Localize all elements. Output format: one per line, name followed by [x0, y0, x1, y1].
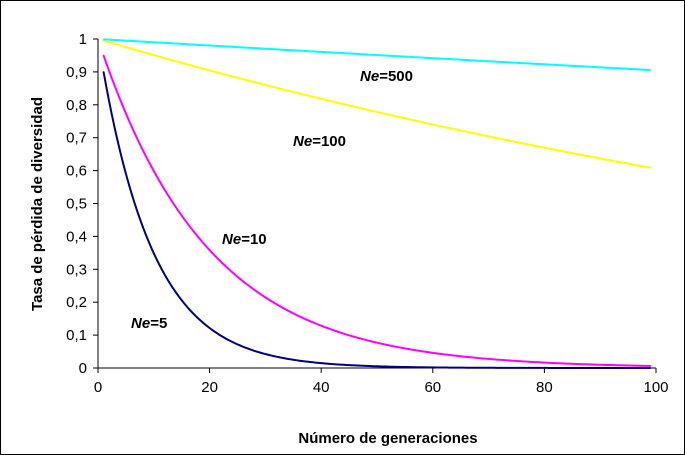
data-point-ne-10 [292, 312, 295, 315]
y-tick-label: 0,2 [66, 294, 87, 311]
axes: 0 0,1 0,2 0,3 0,4 0,5 0,6 0,7 0,8 0,9 1 0 20 40 60 80 10… [66, 31, 668, 396]
series-label-ne-5: Ne=5 [131, 315, 167, 332]
y-tick-label: 0,6 [66, 163, 87, 180]
data-point-ne-5 [153, 252, 155, 254]
data-point-ne-500 [208, 44, 211, 47]
data-point-ne-5 [348, 364, 350, 366]
series-label-ne-100: Ne=100 [293, 133, 346, 150]
data-point-ne-100 [264, 83, 267, 86]
data-point-ne-500 [376, 54, 378, 56]
data-point-ne-100 [487, 135, 490, 138]
data-point-ne-500 [487, 60, 490, 63]
data-point-ne-10 [543, 361, 546, 364]
data-point-ne-500 [432, 57, 434, 59]
data-point-ne-100 [543, 146, 546, 149]
data-point-ne-5 [208, 327, 211, 329]
data-point-ne-5 [376, 365, 378, 368]
y-axis-title: Tasa de pérdida de diversidad [29, 97, 46, 311]
data-point-ne-500 [264, 48, 267, 50]
series-layer [102, 38, 652, 369]
data-point-ne-5 [102, 71, 105, 73]
y-tick-label: 0,4 [66, 228, 87, 245]
y-tick-label: 0,1 [66, 327, 87, 344]
y-tick-label: 0,9 [66, 64, 87, 81]
x-tick-label: 0 [94, 379, 102, 396]
data-point-ne-5 [264, 353, 267, 355]
data-point-ne-10 [125, 112, 127, 115]
data-point-ne-10 [649, 365, 652, 367]
data-point-ne-10 [236, 276, 239, 278]
data-point-ne-10 [432, 352, 434, 354]
data-point-ne-5 [649, 367, 652, 369]
y-tick-label: 0,8 [66, 97, 87, 114]
series-label-ne-10: Ne=10 [222, 231, 267, 248]
data-point-ne-500 [320, 51, 323, 53]
x-tick-label: 80 [536, 379, 553, 396]
data-point-ne-10 [348, 334, 350, 337]
data-point-ne-10 [208, 249, 211, 252]
x-tick-label: 20 [201, 379, 218, 396]
y-tick-label: 0,7 [66, 130, 87, 147]
data-point-ne-100 [432, 123, 434, 126]
data-point-ne-500 [543, 63, 546, 66]
data-point-ne-5 [292, 358, 295, 361]
data-point-ne-100 [376, 111, 378, 113]
data-point-ne-500 [153, 41, 155, 44]
series-label-ne-500: Ne=500 [360, 68, 413, 85]
x-tick-label: 60 [424, 379, 441, 396]
y-tick-label: 0 [79, 360, 87, 377]
data-point-ne-500 [599, 66, 601, 69]
x-tick-label: 100 [643, 379, 668, 396]
data-point-ne-100 [599, 157, 601, 160]
data-point-ne-5 [487, 366, 490, 369]
y-tick-label: 0,5 [66, 196, 87, 213]
data-point-ne-5 [180, 299, 183, 302]
data-point-ne-500 [649, 69, 652, 71]
data-point-ne-5 [125, 173, 127, 175]
data-point-ne-10 [264, 296, 267, 299]
data-point-ne-5 [543, 367, 546, 369]
series-labels: Ne=5 Ne=10 Ne=100 Ne=500 [131, 68, 413, 332]
data-point-ne-100 [320, 98, 323, 100]
y-tick-label: 1 [79, 31, 87, 48]
data-point-ne-10 [376, 341, 378, 344]
data-point-ne-5 [432, 366, 434, 369]
x-tick-label: 40 [313, 379, 330, 396]
data-point-ne-100 [649, 166, 652, 169]
data-point-ne-5 [236, 343, 239, 346]
data-point-ne-10 [599, 363, 601, 366]
data-point-ne-100 [153, 54, 155, 56]
y-tick-label: 0,3 [66, 261, 87, 278]
series-line-ne-10 [102, 55, 651, 367]
data-point-ne-10 [180, 214, 183, 217]
data-point-ne-10 [102, 54, 105, 57]
data-point-ne-5 [599, 367, 601, 369]
data-point-ne-500 [102, 38, 105, 41]
data-point-ne-5 [320, 362, 323, 364]
series-line-ne-100 [103, 39, 651, 169]
data-point-ne-10 [153, 170, 155, 172]
data-point-ne-10 [320, 324, 323, 327]
data-point-ne-10 [487, 357, 490, 360]
x-axis-title: Número de generaciones [298, 430, 477, 447]
data-point-ne-100 [208, 69, 211, 72]
